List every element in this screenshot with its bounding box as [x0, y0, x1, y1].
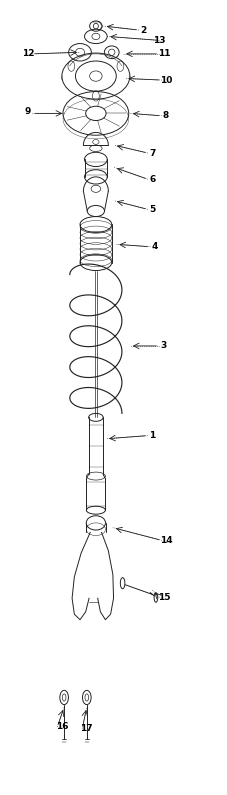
Text: 5: 5 [149, 205, 155, 214]
Text: 15: 15 [157, 593, 169, 602]
Text: 11: 11 [157, 49, 169, 58]
Text: 12: 12 [22, 49, 34, 58]
Text: 3: 3 [160, 341, 166, 351]
Text: 2: 2 [140, 26, 146, 35]
Text: 4: 4 [151, 242, 157, 251]
Text: 10: 10 [159, 76, 172, 84]
Text: 13: 13 [152, 36, 165, 45]
Text: 9: 9 [25, 107, 31, 116]
Text: 8: 8 [162, 111, 168, 120]
Text: 17: 17 [80, 724, 93, 733]
Text: 1: 1 [149, 431, 155, 440]
Text: 6: 6 [149, 175, 155, 184]
Text: 16: 16 [55, 723, 68, 731]
Text: 14: 14 [159, 536, 172, 545]
Text: 7: 7 [149, 149, 155, 157]
